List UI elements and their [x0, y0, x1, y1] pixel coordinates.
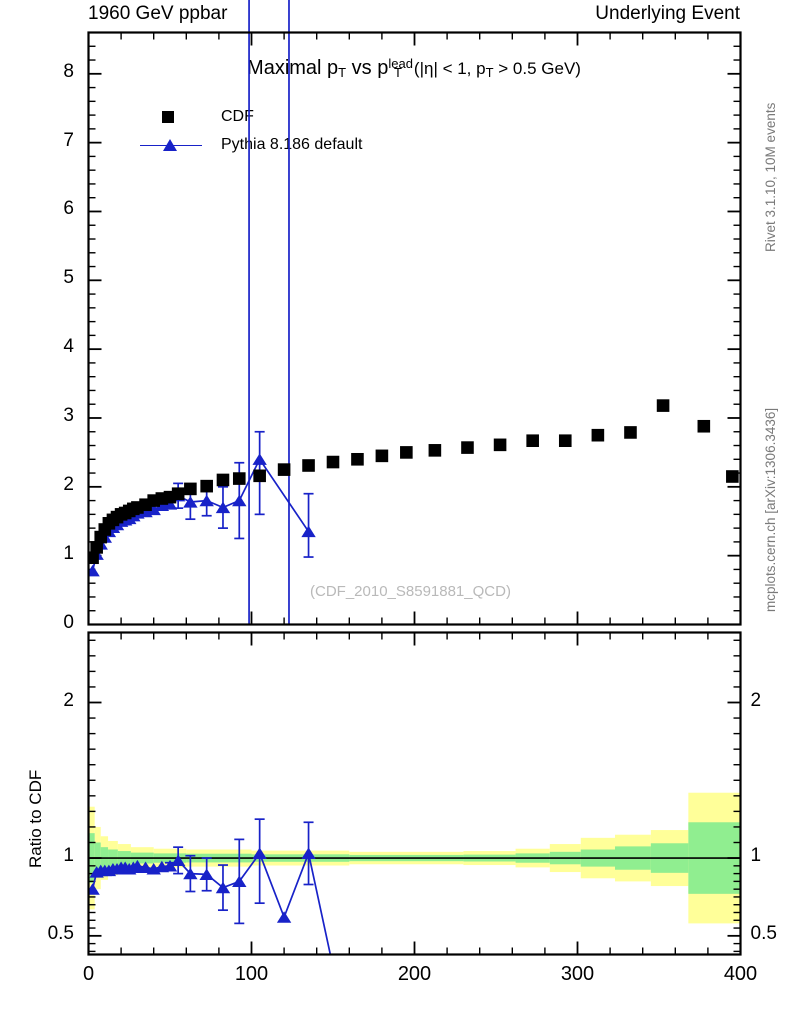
main-series-cdf: [88, 399, 739, 565]
ratio-marker-triangle: [276, 911, 292, 923]
title-sup2: lead: [388, 56, 413, 71]
analysis-id-watermark: (CDF_2010_S8591881_QCD): [310, 583, 511, 600]
ratio-axis-ticks: [87, 632, 742, 955]
data-marker-square: [216, 473, 230, 487]
ratio-marker-triangle: [183, 867, 198, 880]
data-marker-square: [351, 452, 364, 466]
ratio-marker-triangle: [232, 875, 247, 888]
ratio-marker-triangle: [130, 859, 145, 872]
ratio-marker-triangle: [138, 861, 153, 874]
data-marker-square: [184, 482, 197, 496]
mc-marker-triangle: [199, 494, 214, 507]
data-marker-square: [400, 446, 413, 459]
ratio-y-tick-label-left: 1: [63, 845, 74, 867]
ratio-series-pythia: [88, 818, 332, 955]
legend-item-pythia: Pythia 8.186 default: [135, 131, 362, 159]
data-marker-square: [656, 399, 670, 412]
data-marker-square: [200, 479, 213, 493]
title-part3: (|η| < 1, p: [413, 59, 486, 78]
header-right-analysis-label: Underlying Event: [595, 3, 740, 24]
ratio-y-tick-label-left: 0.5: [47, 922, 74, 944]
page-title: Maximal pT vs pleadT (|η| < 1, pT > 0.5 G…: [88, 56, 740, 80]
mc-overflow-vertical-lines: [248, 0, 290, 625]
mc-marker-triangle: [232, 494, 247, 507]
mc-marker-triangle: [183, 496, 198, 508]
ratio-marker-triangle: [170, 854, 186, 867]
data-marker-square: [526, 434, 539, 448]
title-sub3: T: [485, 65, 494, 80]
main-y-tick-label: 3: [63, 404, 74, 426]
header-left-beam-label: 1960 GeV ppbar: [88, 3, 228, 24]
data-marker-square: [326, 455, 340, 469]
main-y-tick-label: 0: [63, 611, 74, 633]
mc-marker-triangle: [301, 525, 316, 538]
data-marker-square: [302, 459, 315, 472]
x-tick-label: 100: [234, 962, 269, 985]
ratio-y-tick-label-right: 0.5: [750, 922, 777, 944]
title-sub1: T: [338, 65, 347, 80]
ratio-y-tick-label-right: 1: [750, 845, 762, 867]
data-marker-square: [375, 449, 389, 463]
main-axis-ticks: [87, 32, 742, 626]
legend-key-line-triangle-icon: [135, 135, 209, 155]
legend-label-pythia: Pythia 8.186 default: [221, 136, 363, 153]
title-sub2: T: [393, 65, 402, 80]
main-y-tick-label: 5: [63, 267, 74, 289]
mc-marker-triangle: [162, 498, 178, 510]
x-tick-label: 200: [397, 962, 432, 985]
main-panel-frame: [87, 31, 742, 626]
main-y-tick-label: 1: [63, 542, 74, 564]
x-tick-label: 300: [560, 962, 595, 985]
ratio-marker-triangle: [88, 883, 100, 895]
main-y-tick-label: 6: [63, 198, 74, 220]
legend-item-cdf: CDF: [135, 103, 362, 131]
data-marker-square: [624, 426, 637, 439]
title-part4: > 0.5 GeV): [493, 59, 581, 78]
mc-marker-triangle: [88, 564, 100, 577]
data-marker-square: [277, 463, 291, 476]
title-part1: Maximal p: [247, 57, 339, 79]
legend-key-square-icon: [135, 107, 209, 127]
x-tick-label: 400: [723, 962, 758, 985]
data-marker-square: [428, 444, 442, 457]
title-part2: vs p: [346, 57, 389, 79]
mc-marker-triangle: [252, 453, 267, 465]
ratio-y-tick-label-right: 2: [750, 689, 762, 711]
main-y-tick-label: 7: [63, 129, 74, 151]
legend: CDF Pythia 8.186 default: [135, 103, 362, 159]
ratio-marker-triangle: [162, 859, 178, 872]
main-y-tick-label: 8: [63, 60, 74, 82]
data-marker-square: [558, 434, 572, 448]
data-marker-square: [726, 470, 739, 483]
data-marker-square: [253, 469, 266, 483]
mc-marker-triangle: [146, 503, 161, 516]
data-marker-square: [493, 438, 507, 452]
x-tick-label: 0: [82, 962, 95, 985]
data-marker-square: [88, 551, 99, 565]
ratio-marker-triangle: [215, 881, 231, 894]
main-y-tick-label: 4: [63, 336, 74, 358]
main-y-tick-label: 2: [63, 473, 74, 495]
ratio-marker-triangle: [199, 868, 214, 881]
legend-label-cdf: CDF: [221, 108, 254, 125]
mc-marker-triangle: [215, 501, 231, 514]
data-marker-square: [591, 428, 605, 442]
ratio-panel-frame: [87, 631, 742, 956]
data-marker-square: [90, 541, 103, 554]
data-marker-square: [171, 487, 185, 501]
ratio-y-tick-label-left: 2: [63, 689, 74, 711]
ratio-marker-triangle: [301, 847, 316, 860]
data-marker-square: [697, 419, 711, 433]
main-series-pythia: [88, 430, 316, 577]
data-marker-square: [232, 472, 246, 485]
ratio-marker-triangle: [252, 847, 267, 860]
data-marker-square: [461, 441, 474, 454]
